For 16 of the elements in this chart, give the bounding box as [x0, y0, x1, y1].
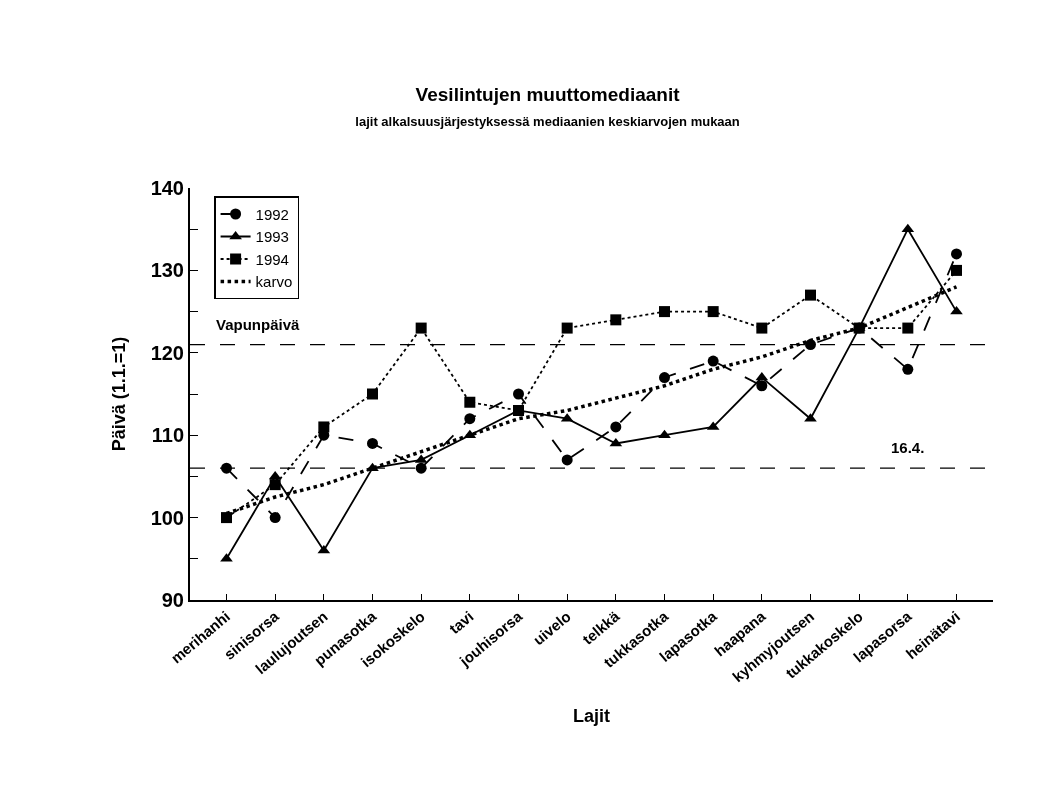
y-axis-title: Päivä (1.1.=1): [109, 336, 130, 452]
chart-subtitle: lajit alkalsuusjärjestyksessä mediaanien keskiarvojen mukaan: [355, 113, 740, 129]
x-axis-title: Lajit: [572, 705, 611, 726]
ref-line-label: Vapunpäivä: [216, 316, 301, 333]
y-tick-label: 140: [150, 177, 184, 199]
legend-label: 1994: [255, 250, 289, 268]
y-tick-label: 130: [150, 259, 184, 282]
y-tick-label: 110: [151, 424, 184, 447]
legend-label: 1993: [255, 228, 289, 246]
annotation: 16.4.: [891, 439, 925, 456]
y-tick-label: 120: [150, 341, 184, 364]
y-tick-label: 90: [161, 589, 184, 611]
y-tick-label: 100: [150, 506, 184, 529]
legend-label: karvo: [255, 273, 293, 291]
chart-title: Vesilintujen muuttomediaanit: [415, 84, 681, 106]
legend-label: 1992: [255, 205, 289, 223]
